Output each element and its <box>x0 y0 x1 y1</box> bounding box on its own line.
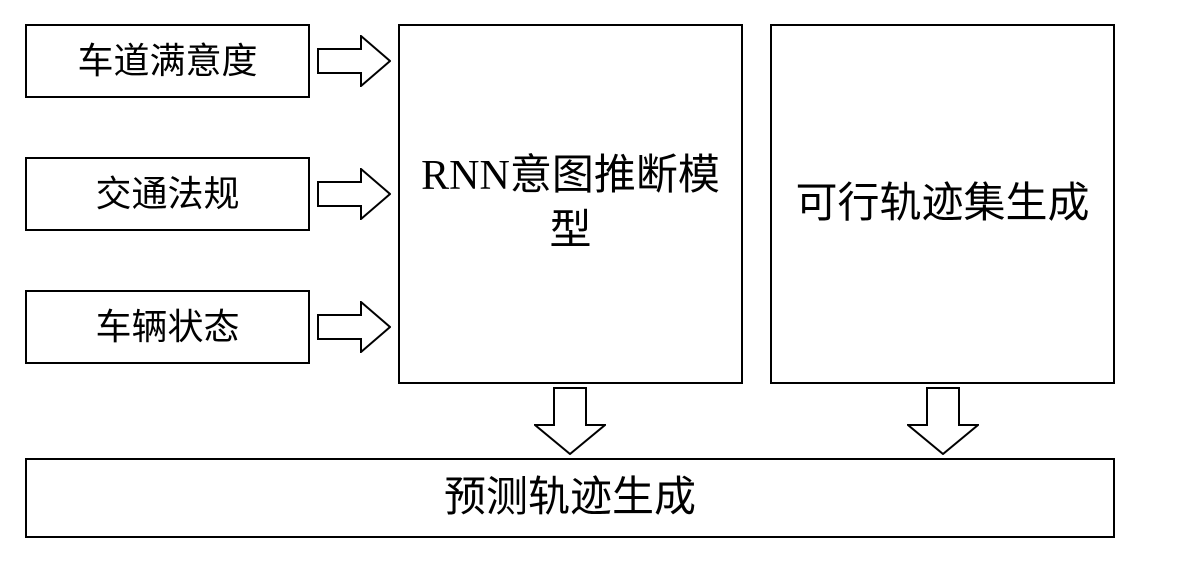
output-label: 预测轨迹生成 <box>444 471 696 526</box>
rnn-model-label: RNN意图推断模型 <box>420 149 721 258</box>
input-label: 车道满意度 <box>77 38 257 85</box>
arrow-right-icon <box>317 168 391 220</box>
input-box-vehicle-state: 车辆状态 <box>25 290 310 364</box>
feasible-trajectory-box: 可行轨迹集生成 <box>770 24 1115 384</box>
feasible-trajectory-label: 可行轨迹集生成 <box>795 177 1089 232</box>
input-box-traffic-rules: 交通法规 <box>25 157 310 231</box>
output-box: 预测轨迹生成 <box>25 458 1115 538</box>
rnn-model-box: RNN意图推断模型 <box>398 24 743 384</box>
arrow-right-icon <box>317 301 391 353</box>
arrow-down-icon <box>534 387 606 455</box>
diagram-canvas: 车道满意度 交通法规 车辆状态 RNN意图推断模型 可行轨迹集生成 预测轨迹生成 <box>0 0 1196 568</box>
arrow-down-icon <box>907 387 979 455</box>
input-label: 交通法规 <box>95 171 239 218</box>
input-label: 车辆状态 <box>95 304 239 351</box>
input-box-lane-satisfaction: 车道满意度 <box>25 24 310 98</box>
arrow-right-icon <box>317 35 391 87</box>
